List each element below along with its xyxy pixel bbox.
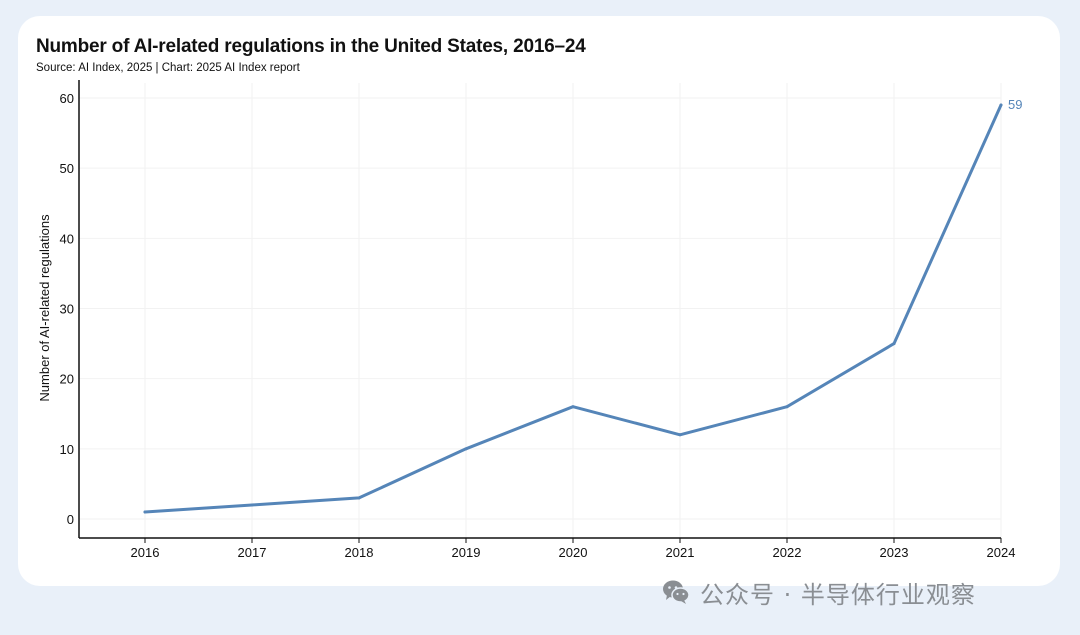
data-label-2024: 59 bbox=[1008, 97, 1022, 112]
gridlines bbox=[79, 83, 1002, 538]
wechat-icon bbox=[663, 580, 690, 604]
chart-card bbox=[18, 16, 1060, 586]
x-tick-label: 2023 bbox=[880, 545, 909, 560]
x-tick-label: 2020 bbox=[559, 545, 588, 560]
y-axis-label: Number of AI-related regulations bbox=[37, 214, 52, 402]
x-tick-label: 2019 bbox=[452, 545, 481, 560]
data-point-2023 bbox=[892, 342, 896, 346]
y-tick-label: 40 bbox=[60, 231, 74, 246]
y-tick-label: 30 bbox=[60, 302, 74, 317]
x-tick-label: 2018 bbox=[345, 545, 374, 560]
x-ticks: 2016 2017 2018 2019 2020 2021 2022 2023 2024 bbox=[131, 538, 1016, 560]
chart-subtitle: Source: AI Index, 2025 | Chart: 2025 AI … bbox=[36, 62, 300, 74]
data-point-2022 bbox=[785, 405, 789, 409]
y-tick-label: 50 bbox=[60, 161, 74, 176]
data-point-2019 bbox=[464, 447, 468, 451]
x-tick-label: 2016 bbox=[131, 545, 160, 560]
watermark: 公众号 · 半导体行业观察 bbox=[662, 574, 976, 610]
data-point-2017 bbox=[250, 503, 254, 507]
x-tick-label: 2017 bbox=[238, 545, 267, 560]
chart-title: Number of AI-related regulations in the … bbox=[36, 36, 586, 57]
data-point-2018 bbox=[357, 496, 361, 500]
x-tick-label: 2021 bbox=[666, 545, 695, 560]
x-tick-label: 2024 bbox=[987, 545, 1016, 560]
data-point-2021 bbox=[678, 433, 682, 437]
y-tick-label: 0 bbox=[67, 512, 74, 527]
data-point-2016 bbox=[143, 510, 147, 514]
y-tick-label: 60 bbox=[60, 91, 74, 106]
data-points bbox=[143, 103, 1003, 514]
data-point-2024 bbox=[999, 103, 1003, 107]
y-tick-label: 20 bbox=[60, 372, 74, 387]
data-point-2020 bbox=[571, 405, 575, 409]
watermark-text: 公众号 · 半导体行业观察 bbox=[700, 580, 976, 609]
x-tick-label: 2022 bbox=[773, 545, 802, 560]
y-tick-label: 10 bbox=[60, 442, 74, 457]
y-ticks: 0 10 20 30 40 50 60 bbox=[60, 91, 74, 527]
